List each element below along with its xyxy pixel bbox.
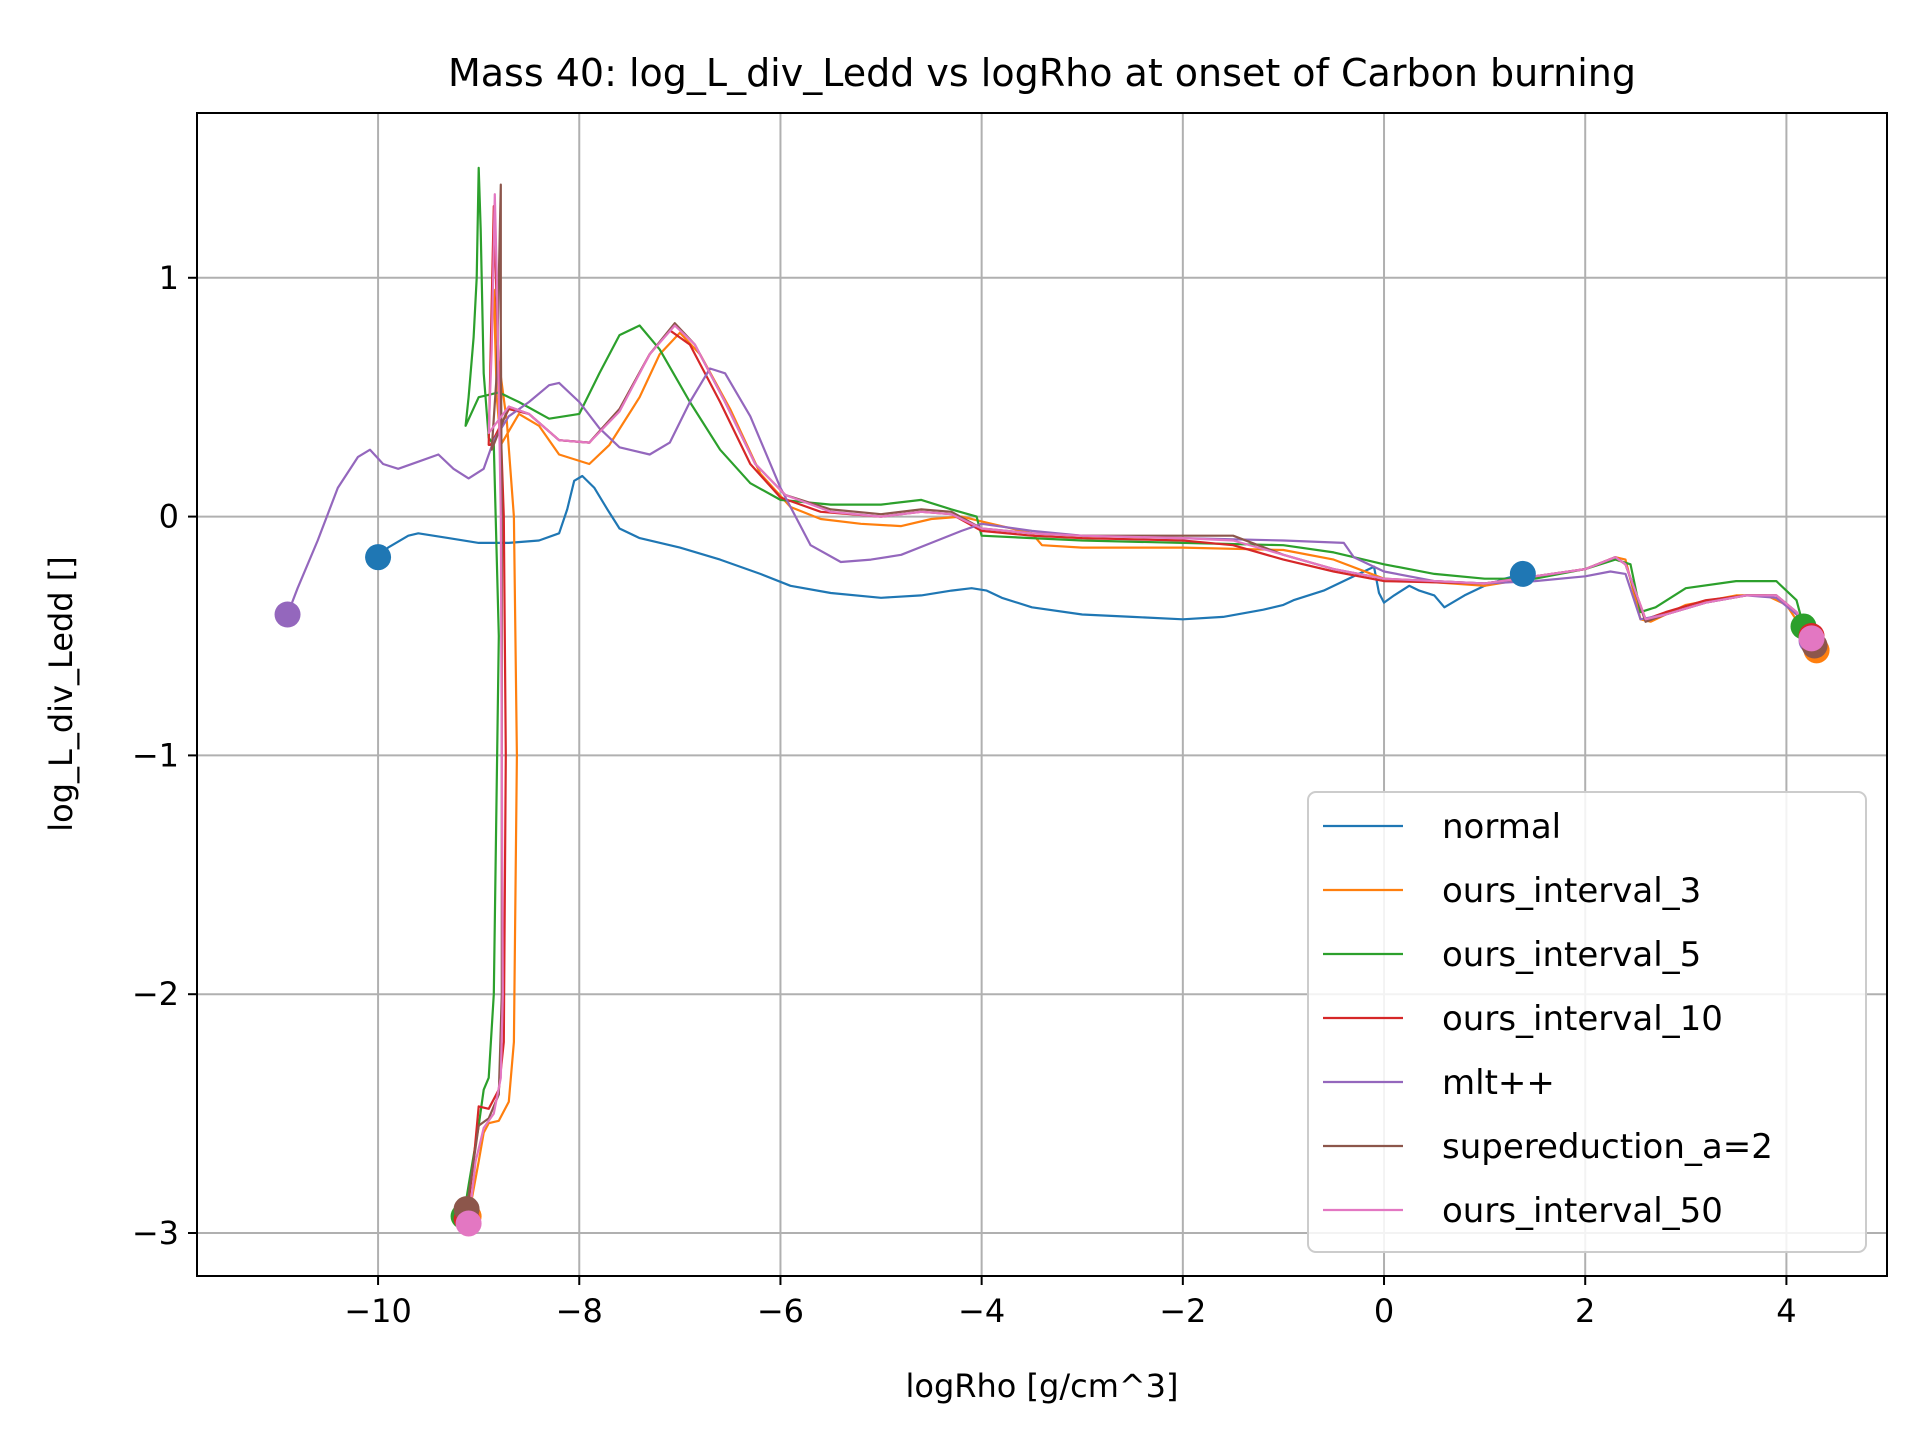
- series-endpoint-marker: [455, 1210, 482, 1237]
- legend-label: ours_interval_50: [1442, 1191, 1723, 1231]
- x-tick-label: 0: [1374, 1292, 1394, 1330]
- axis-ticks: −10 −8 −6 −4 −2 0 2 4−3−2−101: [132, 259, 1797, 1330]
- x-tick-label: −6: [757, 1292, 804, 1330]
- x-tick-label: −10: [344, 1292, 412, 1330]
- y-tick-label: 1: [159, 259, 179, 297]
- series-endpoint-marker: [365, 544, 392, 571]
- y-axis-label: log_L_div_Ledd []: [42, 556, 80, 831]
- legend-label: ours_interval_10: [1442, 999, 1723, 1039]
- y-tick-label: −3: [132, 1214, 179, 1252]
- series-markers: [274, 544, 1830, 1237]
- series-line-6: [467, 193, 1813, 1224]
- series-line-4: [286, 367, 1813, 642]
- series-line-0: [377, 474, 1524, 621]
- legend-label: ours_interval_5: [1442, 935, 1701, 975]
- x-tick-label: −8: [556, 1292, 603, 1330]
- series-endpoint-marker: [1509, 560, 1536, 587]
- legend: normal ours_interval_3 ours_interval_5ours…: [1307, 791, 1867, 1253]
- chart-title: Mass 40: log_L_div_Ledd vs logRho at ons…: [448, 51, 1636, 95]
- legend-label: ours_interval_3: [1442, 871, 1701, 911]
- x-axis-label: logRho [g/cm^3]: [905, 1367, 1178, 1405]
- series-endpoint-marker: [274, 601, 301, 628]
- legend-label: mlt++: [1442, 1063, 1555, 1103]
- legend-box: [1307, 791, 1867, 1253]
- x-tick-label: −4: [958, 1292, 1005, 1330]
- y-tick-label: 0: [159, 498, 179, 536]
- plot-series: [286, 166, 1818, 1224]
- y-tick-label: −1: [132, 736, 179, 774]
- x-tick-label: 2: [1575, 1292, 1595, 1330]
- plot-frame: [196, 112, 1888, 1277]
- x-tick-label: −2: [1159, 1292, 1206, 1330]
- legend-label: supereduction_a=2: [1442, 1127, 1773, 1167]
- legend-label: normal: [1442, 807, 1561, 847]
- y-tick-label: −2: [132, 975, 179, 1013]
- series-endpoint-marker: [1798, 625, 1825, 652]
- x-tick-label: 4: [1776, 1292, 1796, 1330]
